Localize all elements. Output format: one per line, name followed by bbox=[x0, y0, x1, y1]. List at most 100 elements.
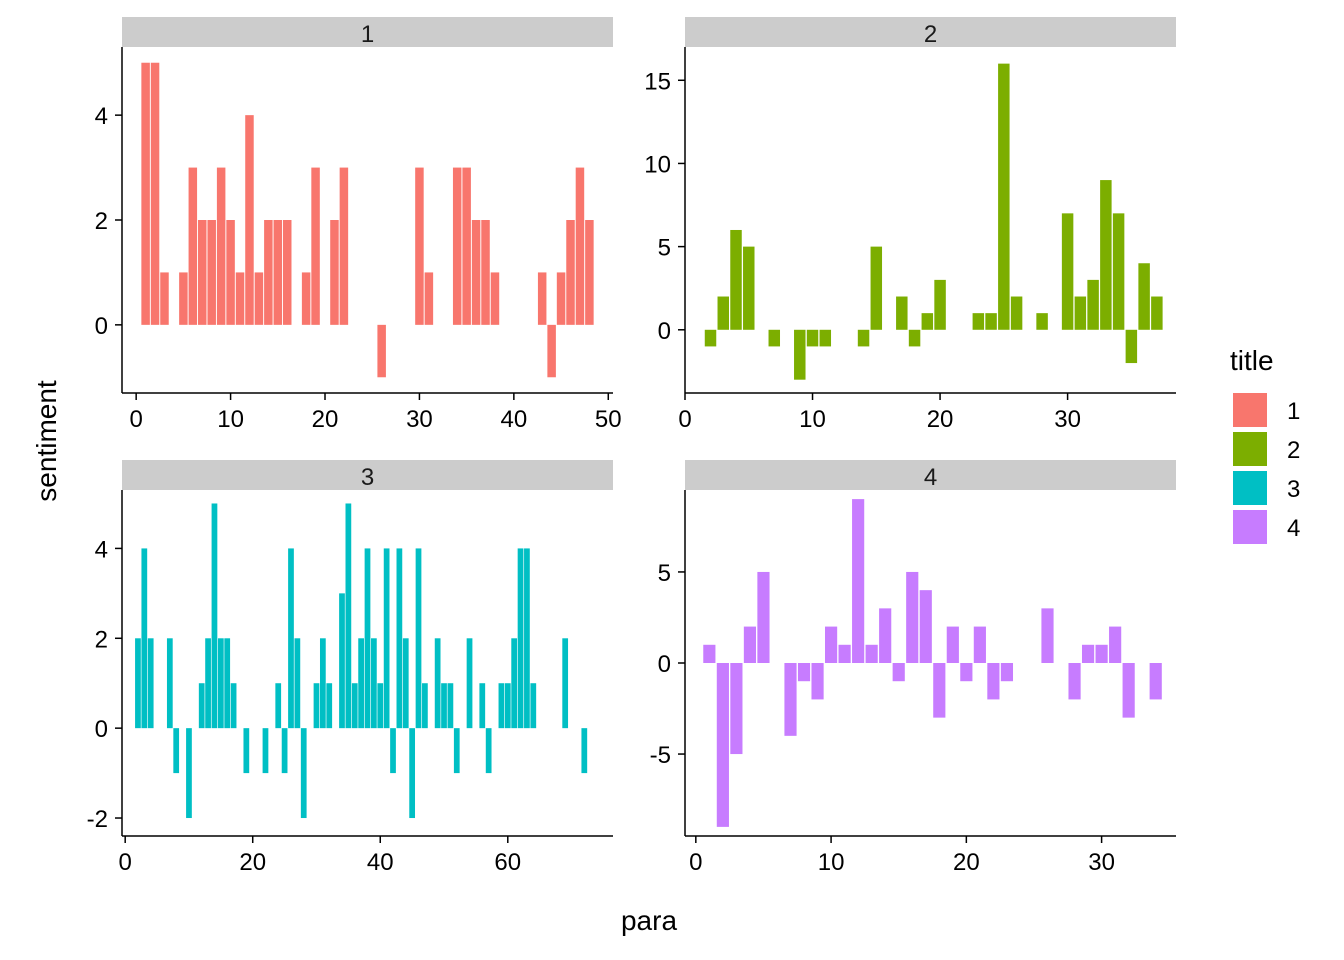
x-tick-label: 30 bbox=[1054, 406, 1081, 433]
bar bbox=[424, 272, 434, 325]
facet-strip-bg bbox=[122, 17, 613, 47]
bar bbox=[226, 220, 235, 325]
bar bbox=[1036, 313, 1048, 330]
bar bbox=[205, 638, 211, 729]
legend-key-1 bbox=[1233, 393, 1267, 427]
bar bbox=[987, 663, 1000, 700]
bar bbox=[892, 663, 905, 682]
x-tick-label: 0 bbox=[129, 406, 142, 433]
bar bbox=[530, 683, 537, 729]
bar bbox=[906, 571, 919, 663]
bar bbox=[198, 683, 205, 729]
bar bbox=[757, 571, 770, 663]
bar bbox=[1061, 213, 1074, 330]
y-tick-label: 10 bbox=[644, 151, 671, 178]
bar bbox=[870, 246, 883, 330]
y-tick-label: 0 bbox=[658, 651, 671, 678]
bar bbox=[934, 279, 946, 330]
bar bbox=[896, 296, 908, 330]
bar bbox=[838, 644, 851, 663]
bar bbox=[364, 548, 371, 729]
x-tick-label: 20 bbox=[312, 406, 339, 433]
x-tick-label: 0 bbox=[119, 849, 132, 876]
bar bbox=[415, 167, 424, 325]
bar bbox=[1095, 644, 1108, 663]
bar bbox=[511, 638, 518, 729]
x-tick-label: 60 bbox=[494, 849, 521, 876]
bar bbox=[806, 329, 819, 347]
x-tick-label: 20 bbox=[927, 406, 954, 433]
facet-panel-4: 4 0 10 20 30 -5 0 5 bbox=[650, 460, 1176, 876]
bar bbox=[794, 329, 806, 380]
facet-strip-bg bbox=[122, 460, 613, 490]
bar bbox=[173, 728, 180, 774]
bar bbox=[294, 638, 301, 729]
bar bbox=[1041, 608, 1054, 663]
bar bbox=[377, 324, 386, 378]
bar bbox=[575, 167, 585, 325]
bar bbox=[245, 115, 254, 325]
y-axis-title: sentiment bbox=[31, 380, 62, 502]
y-tick-label: 0 bbox=[95, 716, 108, 743]
bar bbox=[1138, 263, 1150, 330]
bar bbox=[1109, 626, 1122, 663]
bar bbox=[264, 220, 273, 325]
bar bbox=[216, 167, 226, 325]
bar bbox=[784, 663, 797, 736]
y-tick-label: -5 bbox=[650, 742, 671, 769]
bar bbox=[166, 638, 173, 729]
bar bbox=[462, 167, 471, 325]
bar bbox=[1149, 663, 1162, 700]
bar bbox=[716, 663, 729, 827]
bar bbox=[371, 638, 377, 729]
y-tick-label: 4 bbox=[95, 536, 108, 563]
bar bbox=[188, 167, 198, 325]
bar bbox=[1087, 279, 1099, 330]
legend-key-2 bbox=[1233, 432, 1267, 466]
bar bbox=[1068, 663, 1081, 700]
bar bbox=[946, 626, 959, 663]
bar bbox=[390, 728, 396, 774]
bar bbox=[704, 329, 717, 347]
bar bbox=[150, 62, 160, 325]
bar bbox=[1000, 663, 1014, 682]
bar bbox=[490, 272, 500, 325]
bar bbox=[300, 728, 307, 819]
bar bbox=[396, 548, 403, 729]
facet-panel-3: 3 0 20 40 60 -2 0 2 4 bbox=[87, 460, 613, 876]
bar bbox=[717, 296, 729, 330]
bar bbox=[254, 272, 264, 325]
bar bbox=[797, 663, 811, 682]
bar bbox=[1122, 663, 1135, 718]
bar bbox=[703, 644, 716, 663]
legend-label-1: 1 bbox=[1287, 398, 1300, 425]
bar bbox=[1151, 296, 1163, 330]
bar bbox=[1081, 644, 1095, 663]
y-tick-label: 2 bbox=[95, 626, 108, 653]
bar bbox=[243, 728, 250, 774]
bar bbox=[985, 313, 997, 330]
bar bbox=[1112, 213, 1125, 330]
y-tick-label: 0 bbox=[658, 318, 671, 345]
bar bbox=[1125, 329, 1138, 364]
x-axis-title: para bbox=[621, 905, 677, 936]
bar bbox=[179, 272, 188, 325]
bar bbox=[998, 63, 1010, 330]
bar bbox=[973, 626, 986, 663]
bar bbox=[230, 683, 237, 729]
x-tick-label: 0 bbox=[678, 406, 691, 433]
bar bbox=[326, 683, 333, 729]
bar bbox=[865, 644, 878, 663]
bar bbox=[198, 220, 207, 325]
bar bbox=[313, 683, 320, 729]
bar bbox=[466, 638, 473, 729]
bar bbox=[273, 220, 283, 325]
y-tick-label: 15 bbox=[644, 68, 671, 95]
facet-strip-label: 2 bbox=[924, 21, 937, 48]
bar bbox=[311, 167, 320, 325]
y-tick-label: 2 bbox=[95, 208, 108, 235]
bar bbox=[730, 663, 743, 755]
